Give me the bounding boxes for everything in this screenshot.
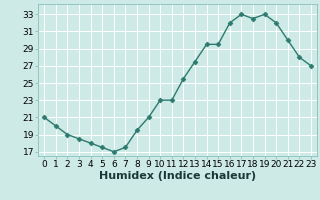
X-axis label: Humidex (Indice chaleur): Humidex (Indice chaleur) [99,171,256,181]
